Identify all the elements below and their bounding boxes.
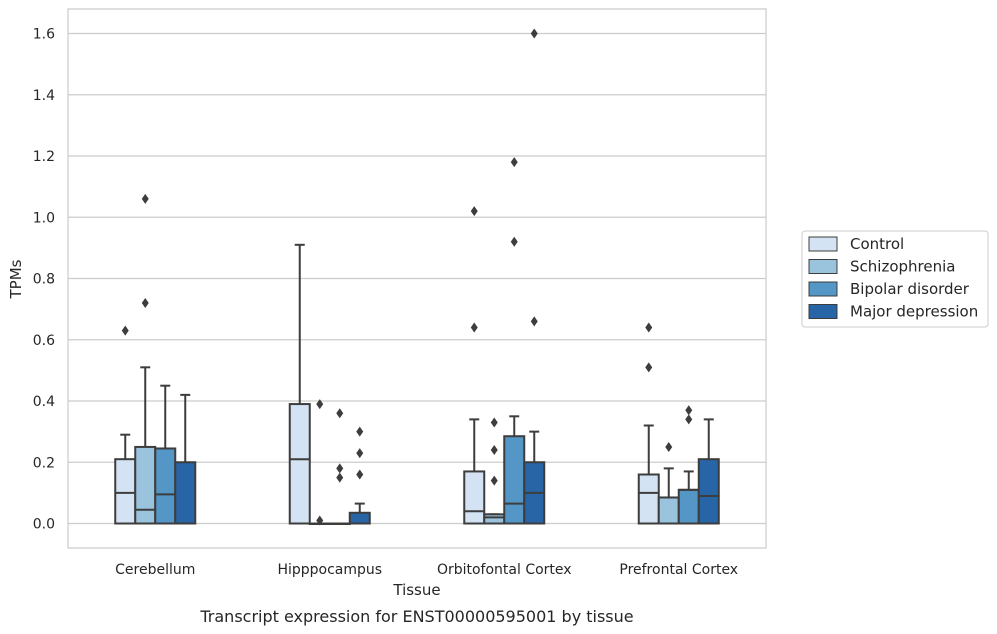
outlier-point: [510, 236, 518, 247]
y-axis-label: TPMs: [7, 259, 25, 299]
box-schizophrenia: [134, 193, 157, 525]
outlier-point: [316, 399, 324, 410]
outlier-point: [316, 515, 324, 526]
box-body: [503, 435, 526, 525]
y-tick-labels: 0.0 0.2 0.4 0.6 0.8 1.0 1.2 1.4 1.6: [33, 27, 55, 533]
outlier-point: [356, 469, 364, 480]
box-bipolar-disorder: [328, 408, 351, 525]
outlier-point: [665, 441, 673, 452]
box-major-depression: [697, 418, 720, 525]
outlier-point: [141, 193, 149, 204]
legend-label: Bipolar disorder: [850, 280, 970, 298]
legend-swatch: [808, 236, 838, 252]
outlier-point: [490, 445, 498, 455]
outlier-point: [645, 362, 653, 373]
y-tick-label: 0.4: [33, 394, 55, 410]
box-body: [677, 488, 700, 525]
outlier-point: [530, 316, 538, 327]
box-series: [114, 28, 720, 526]
box-major-depression: [174, 393, 197, 525]
box-schizophrenia: [483, 417, 506, 525]
outlier-point: [530, 28, 538, 39]
box-control: [463, 206, 486, 525]
box-body: [154, 447, 177, 525]
legend-swatch: [808, 304, 838, 319]
box-schizophrenia: [657, 441, 680, 525]
legend-label: Control: [850, 235, 904, 253]
outlier-point: [685, 414, 693, 425]
box-bipolar-disorder: [154, 384, 177, 525]
outlier-point: [336, 472, 344, 483]
box-major-depression: [523, 28, 546, 525]
legend-label: Schizophrenia: [850, 258, 955, 276]
legend-swatch: [808, 259, 838, 274]
box-body: [697, 458, 720, 525]
box-body: [174, 461, 197, 525]
x-tick-label: Orbitofontal Cortex: [437, 562, 572, 578]
outlier-point: [645, 322, 653, 333]
outlier-point: [470, 206, 478, 217]
box-bipolar-disorder: [677, 405, 700, 525]
y-tick-label: 0.6: [33, 333, 55, 349]
outlier-point: [510, 157, 518, 168]
legend-swatch: [808, 281, 838, 297]
outlier-point: [141, 298, 149, 308]
outlier-point: [356, 426, 364, 437]
outlier-point: [336, 463, 344, 474]
outlier-point: [685, 405, 693, 416]
legend: Control Schizophrenia Bipolar disorder Majo…: [801, 230, 989, 328]
box-body: [483, 513, 506, 525]
box-control: [637, 322, 660, 525]
outlier-point: [356, 448, 364, 459]
x-tick-labels: Cerebellum Hipppocampus Orbitofontal Corte…: [115, 562, 738, 578]
box-body: [657, 496, 680, 525]
chart-caption: Transcript expression for ENST0000059500…: [199, 607, 633, 626]
plot-area-frame: [67, 8, 767, 549]
outlier-point: [470, 322, 478, 333]
y-tick-label: 0.2: [33, 455, 55, 471]
box-body: [463, 470, 486, 525]
box-body: [348, 511, 371, 525]
box-body: [288, 403, 311, 525]
box-body: [134, 445, 157, 525]
x-tick-label: Hipppocampus: [277, 562, 382, 578]
y-tick-label: 1.4: [33, 88, 55, 104]
outlier-point: [336, 408, 344, 419]
x-axis-label: Tissue: [392, 581, 440, 599]
y-tick-label: 0.0: [33, 517, 55, 533]
outlier-point: [121, 325, 129, 336]
box-schizophrenia: [308, 399, 331, 526]
y-tick-label: 1.6: [33, 27, 55, 43]
y-tick-label: 0.8: [33, 272, 55, 288]
legend-frame: [801, 230, 989, 328]
box-control: [114, 325, 137, 525]
legend-label: Major depression: [850, 303, 978, 321]
box-control: [288, 243, 311, 525]
outlier-point: [490, 417, 498, 428]
y-tick-label: 1.2: [33, 149, 55, 165]
x-tick-label: Cerebellum: [115, 562, 195, 578]
box-major-depression: [348, 426, 371, 525]
x-tick-label: Prefrontal Cortex: [619, 562, 738, 578]
box-body: [637, 473, 660, 525]
outlier-point: [490, 475, 498, 486]
y-tick-label: 1.0: [33, 210, 55, 226]
box-body: [114, 458, 137, 525]
